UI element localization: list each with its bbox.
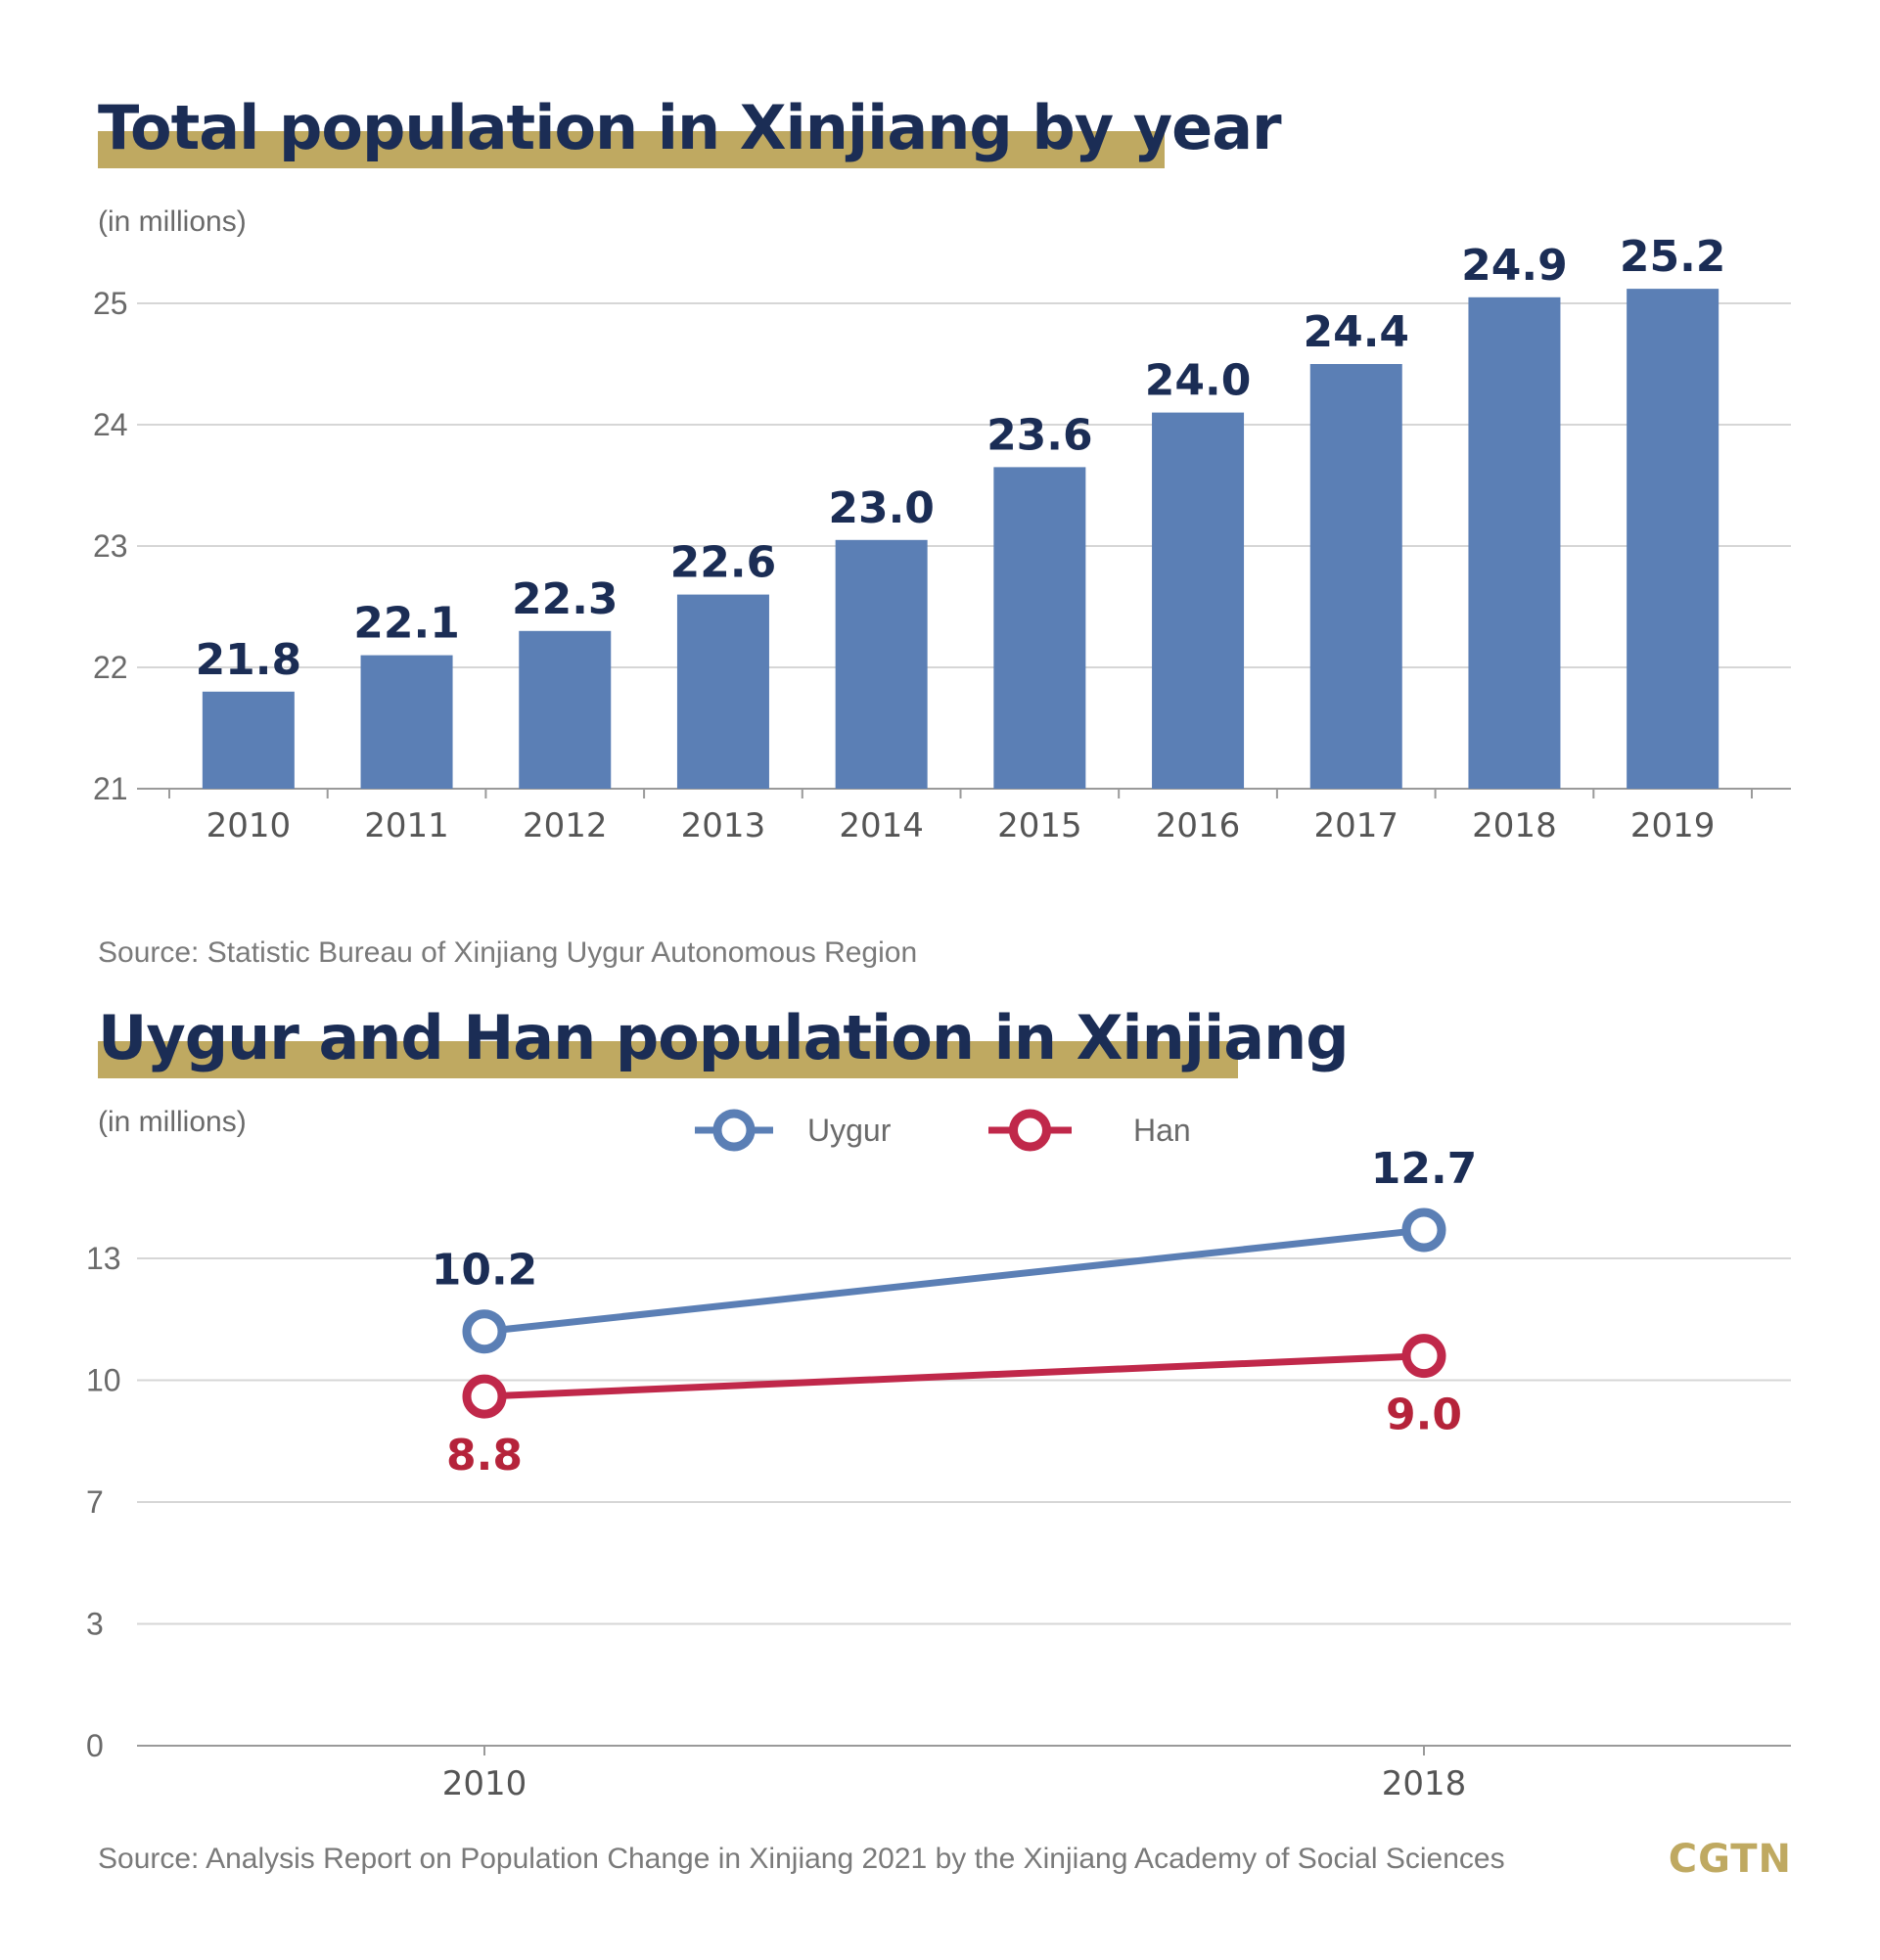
line-y-tick-label: 13 <box>86 1241 121 1276</box>
bar-2019 <box>1627 289 1720 789</box>
bar-x-label-2015: 2015 <box>997 806 1082 845</box>
line-y-tick-label: 3 <box>86 1607 104 1642</box>
line-chart-title-underline <box>98 1041 1238 1078</box>
bar-y-tick-label: 24 <box>93 407 128 442</box>
bar-2013 <box>676 594 769 789</box>
bar-value-label-2014: 23.0 <box>828 483 935 533</box>
line-chart-title: Uygur and Han population in Xinjiang <box>98 1002 1350 1073</box>
legend-label-uygur: Uygur <box>807 1113 892 1148</box>
line-y-tick-label: 0 <box>86 1728 104 1763</box>
bar-y-tick-label: 23 <box>93 528 128 564</box>
bar-x-label-2017: 2017 <box>1313 806 1399 845</box>
bar-2017 <box>1309 364 1402 789</box>
line-x-label-2018: 2018 <box>1382 1764 1467 1803</box>
bar-chart: 21 22 23 24 25 21.8 2010 22.1 2011 22.3 2012 22.6 20… <box>93 232 1791 845</box>
value-label-han-2018: 9.0 <box>1386 1390 1462 1440</box>
bar-x-label-2012: 2012 <box>523 806 608 845</box>
bar-2014 <box>835 539 928 789</box>
bar-2018 <box>1468 296 1561 789</box>
legend-label-han: Han <box>1133 1113 1191 1148</box>
bar-x-label-2011: 2011 <box>364 806 449 845</box>
legend-marker-han <box>1009 1109 1051 1152</box>
bar-x-label-2018: 2018 <box>1472 806 1557 845</box>
bar-2016 <box>1152 412 1245 789</box>
line-x-label-2010: 2010 <box>442 1764 527 1803</box>
bar-value-label-2012: 22.3 <box>512 574 619 624</box>
bar-value-label-2013: 22.6 <box>670 538 777 588</box>
value-label-uygur-2010: 10.2 <box>432 1246 538 1296</box>
bar-value-label-2011: 22.1 <box>353 599 460 649</box>
bar-2015 <box>993 467 1086 789</box>
bar-y-tick-label: 22 <box>93 650 128 685</box>
bar-x-label-2010: 2010 <box>206 806 292 845</box>
bar-x-label-2014: 2014 <box>839 806 924 845</box>
line-chart-title-block: Uygur and Han population in Xinjiang <box>98 1002 1350 1078</box>
value-label-uygur-2018: 12.7 <box>1371 1144 1478 1194</box>
bar-y-tick-label: 21 <box>93 771 128 806</box>
bar-chart-title: Total population in Xinjiang by year <box>98 92 1282 163</box>
bar-value-label-2017: 24.4 <box>1303 307 1409 357</box>
series-line-han <box>483 1352 1425 1400</box>
bar-x-label-2019: 2019 <box>1630 806 1716 845</box>
bar-2010 <box>202 691 295 789</box>
bar-chart-title-underline <box>98 131 1165 168</box>
point-uygur-2018 <box>1401 1208 1446 1253</box>
bar-y-tick-label: 25 <box>93 286 128 321</box>
bar-chart-unit-label: (in millions) <box>98 205 247 238</box>
bar-value-label-2016: 24.0 <box>1145 356 1252 406</box>
line-chart-source: Source: Analysis Report on Population Ch… <box>98 1843 1505 1875</box>
bar-value-label-2018: 24.9 <box>1461 241 1568 291</box>
line-chart-unit-label: (in millions) <box>98 1106 247 1138</box>
point-han-2018 <box>1401 1334 1446 1379</box>
bar-value-label-2015: 23.6 <box>986 410 1093 460</box>
series-line-uygur <box>483 1226 1425 1336</box>
value-label-han-2010: 8.8 <box>446 1431 523 1481</box>
bar-value-label-2010: 21.8 <box>196 635 302 685</box>
point-han-2010 <box>462 1374 507 1419</box>
line-y-tick-label: 7 <box>86 1484 104 1520</box>
bar-x-label-2013: 2013 <box>681 806 766 845</box>
cgtn-logo: CGTN <box>1668 1837 1792 1882</box>
line-y-tick-label: 10 <box>86 1363 121 1398</box>
point-uygur-2010 <box>462 1309 507 1354</box>
bar-2011 <box>360 655 453 789</box>
bar-value-label-2019: 25.2 <box>1620 232 1726 282</box>
bar-2012 <box>519 630 612 789</box>
bar-chart-title-block: Total population in Xinjiang by year <box>98 92 1282 168</box>
legend-marker-uygur <box>712 1109 756 1152</box>
bar-chart-source: Source: Statistic Bureau of Xinjiang Uyg… <box>98 936 918 969</box>
bar-x-label-2016: 2016 <box>1156 806 1241 845</box>
